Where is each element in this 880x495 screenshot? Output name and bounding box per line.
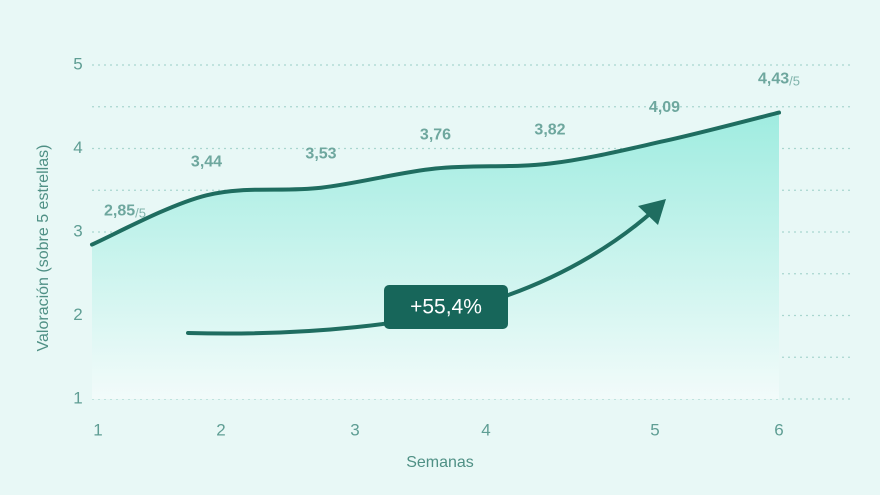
- value-label: 3,76: [420, 127, 451, 144]
- value-label: 3,82: [534, 122, 565, 139]
- label-suffix: /5: [789, 74, 800, 89]
- value-label-text: 3,82: [534, 122, 565, 139]
- x-tick-label: 1: [93, 420, 102, 439]
- y-tick-label: 2: [73, 305, 82, 324]
- x-axis-label: Semanas: [406, 454, 474, 471]
- value-label-text: 3,53: [305, 146, 336, 163]
- value-label-text: 4,43: [758, 71, 789, 88]
- value-label: 4,09: [649, 99, 680, 116]
- value-label: 3,44: [191, 153, 222, 170]
- annotation: +55,4%: [410, 296, 482, 319]
- line: [90, 110, 781, 247]
- x-tick-label: 4: [481, 420, 490, 439]
- x-tick-label: 3: [350, 420, 359, 439]
- x-tick-label: 5: [650, 420, 659, 439]
- y-tick-label: 4: [73, 138, 82, 157]
- value-label: 3,53: [305, 146, 336, 163]
- value-label-text: 4,09: [649, 99, 680, 116]
- y-tick-label: 5: [73, 54, 82, 73]
- value-label: 4,43/5: [758, 71, 800, 89]
- y-tick-label: 1: [73, 388, 82, 407]
- annotation-box: [384, 285, 508, 329]
- y-axis-label: Valoración (sobre 5 estrellas): [35, 145, 52, 352]
- x-tick-label: 6: [774, 420, 783, 439]
- area: [92, 112, 779, 399]
- value-label-text: 3,44: [191, 153, 222, 170]
- label-suffix: /5: [135, 206, 146, 221]
- x-tick-label: 2: [216, 420, 225, 439]
- arrow-head: [638, 199, 666, 225]
- value-label: 2,85/5: [104, 203, 146, 221]
- value-label-text: 2,85: [104, 203, 135, 220]
- value-label-text: 3,76: [420, 127, 451, 144]
- y-tick-label: 3: [73, 221, 82, 240]
